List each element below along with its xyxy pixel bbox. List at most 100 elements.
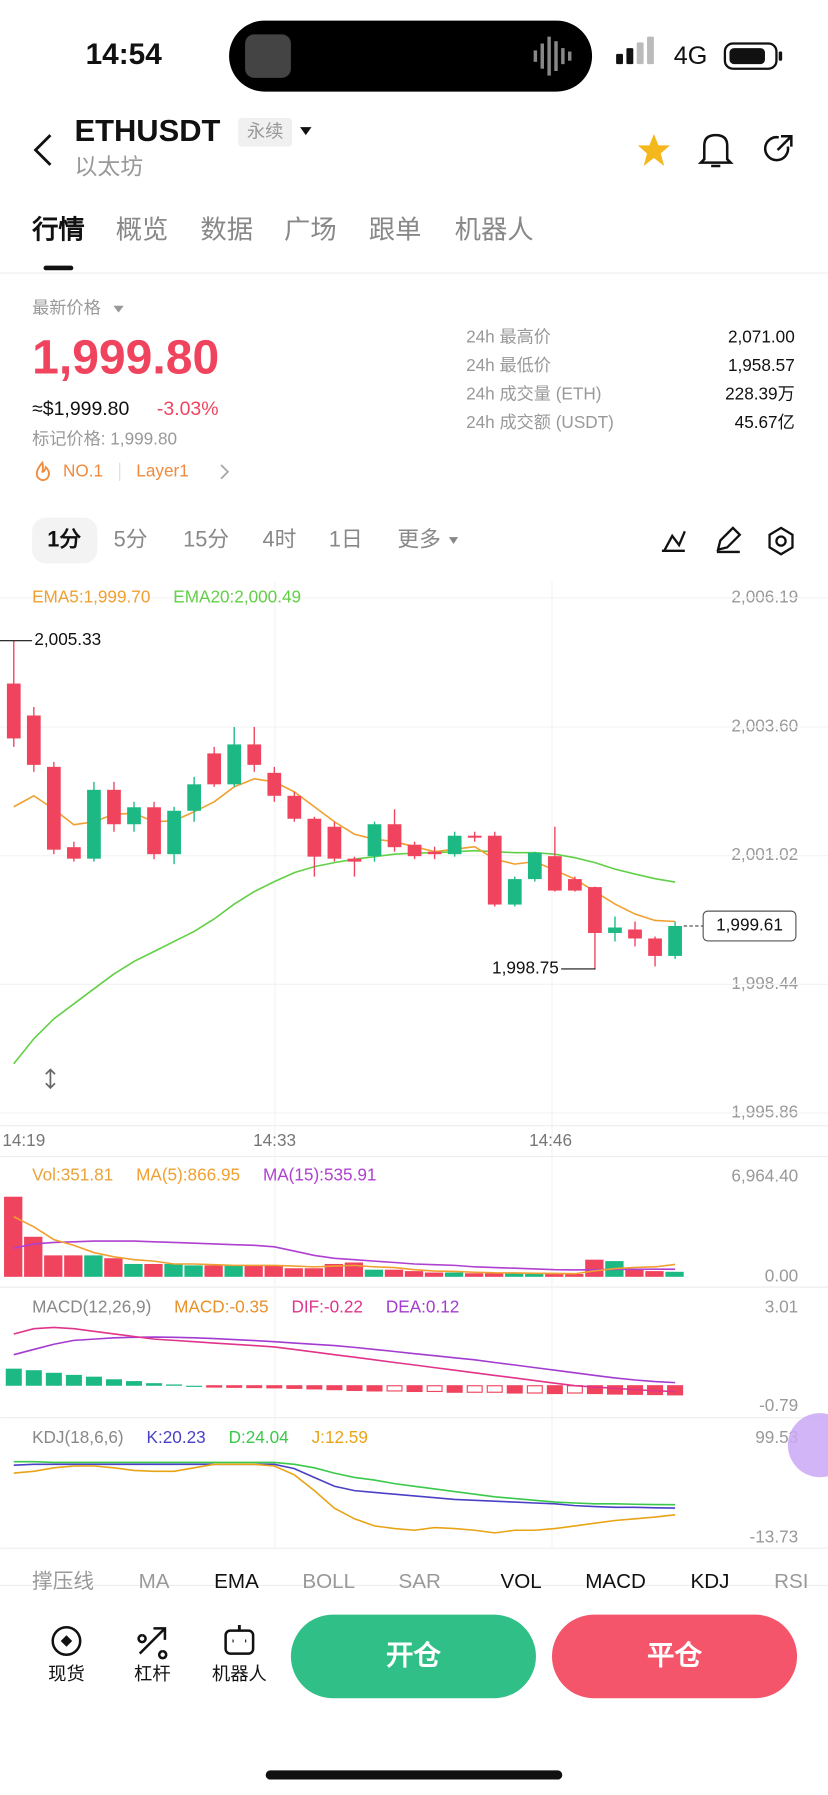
- tab[interactable]: 跟单: [369, 214, 422, 244]
- y-tick-label: 2,003.60: [731, 715, 798, 735]
- symbol[interactable]: ETHUSDT: [74, 113, 220, 148]
- volume-bar: [645, 1271, 664, 1277]
- indicator-button[interactable]: [661, 530, 686, 552]
- tab[interactable]: 概览: [116, 214, 169, 244]
- close-label[interactable]: 平仓: [647, 1639, 702, 1670]
- volume-bar: [665, 1271, 684, 1277]
- indicator-tab[interactable]: 撑压线: [32, 1570, 94, 1593]
- volume-bar: [244, 1265, 263, 1277]
- macd-bar: [586, 1385, 603, 1395]
- settings-button[interactable]: [768, 526, 794, 556]
- indicator-tab[interactable]: KDJ: [691, 1570, 730, 1593]
- macd-bar: [546, 1385, 563, 1395]
- signal-icon: [616, 36, 654, 65]
- volume-bar: [324, 1263, 344, 1277]
- volume-bar: [164, 1263, 183, 1277]
- candle-body: [447, 835, 462, 855]
- y-tick-label: 0.00: [765, 1265, 798, 1285]
- indicator-tab[interactable]: MA: [139, 1570, 170, 1593]
- tab[interactable]: 广场: [284, 214, 337, 244]
- candle-body: [407, 844, 422, 857]
- more-dropdown[interactable]: [448, 537, 459, 544]
- sector[interactable]: Layer1: [136, 460, 188, 480]
- volume-ma5-line: [13, 1215, 676, 1275]
- leverage[interactable]: 杠杆: [134, 1663, 171, 1684]
- legend-item: MA(5):866.95: [136, 1165, 240, 1185]
- macd-bar: [346, 1385, 363, 1391]
- candle-body: [6, 683, 21, 739]
- draw-button[interactable]: [716, 526, 742, 554]
- price-label-dropdown[interactable]: [113, 305, 124, 313]
- macd-bar: [226, 1385, 243, 1388]
- macd-bar: [146, 1383, 163, 1386]
- legend-item: MACD(12,26,9): [32, 1296, 151, 1316]
- tab[interactable]: 数据: [200, 214, 253, 244]
- share-button[interactable]: [763, 135, 793, 162]
- back-button[interactable]: [33, 134, 52, 166]
- volume-ma15-line: [13, 1240, 676, 1271]
- rank-divider: [119, 462, 121, 481]
- macd-bar: [25, 1370, 42, 1386]
- interval[interactable]: 5分: [114, 526, 148, 551]
- open-button[interactable]: [290, 1614, 536, 1699]
- candle-body: [307, 818, 322, 857]
- leverage-icon[interactable]: [137, 1627, 168, 1660]
- tab[interactable]: 行情: [31, 214, 85, 244]
- volume-bar: [484, 1273, 504, 1277]
- interval[interactable]: 更多: [397, 526, 440, 551]
- interval[interactable]: 15分: [183, 526, 229, 551]
- favorite-star[interactable]: [637, 133, 670, 167]
- indicator-tab[interactable]: VOL: [500, 1570, 541, 1593]
- volume-bar: [124, 1263, 143, 1277]
- legend-item: J:12.59: [312, 1427, 368, 1447]
- spot[interactable]: 现货: [48, 1663, 85, 1684]
- low-marker-label: 1,998.75: [492, 957, 559, 977]
- alert-bell[interactable]: [697, 133, 734, 168]
- floating-assistant[interactable]: [787, 1413, 828, 1478]
- high-marker-label: 2,005.33: [34, 629, 101, 649]
- volume-bar: [505, 1273, 524, 1277]
- legend-item: EMA20:2,000.49: [173, 586, 301, 606]
- rank[interactable]: NO.1: [63, 460, 103, 480]
- volume-bar: [364, 1269, 384, 1277]
- close-button[interactable]: [551, 1614, 798, 1699]
- tab[interactable]: 机器人: [455, 214, 534, 244]
- indicator-tab[interactable]: RSI: [774, 1570, 808, 1593]
- macd-bar: [166, 1384, 183, 1386]
- indicator-tab[interactable]: MACD: [585, 1570, 646, 1593]
- indicator-tab[interactable]: BOLL: [302, 1570, 355, 1593]
- interval[interactable]: 1日: [329, 526, 363, 551]
- macd-bar: [366, 1385, 383, 1392]
- candle-body: [127, 807, 141, 825]
- ema5-line: [13, 777, 676, 923]
- y-tick-label: 2,001.02: [731, 844, 798, 864]
- network: 4G: [674, 42, 708, 70]
- volume-bar: [204, 1265, 223, 1277]
- x-tick-label: 14:46: [529, 1130, 572, 1150]
- candle-body: [668, 926, 682, 956]
- candle-body: [227, 744, 242, 785]
- x-tick-label: 14:19: [2, 1130, 45, 1150]
- legend-item: MA(15):535.91: [263, 1165, 376, 1185]
- bot[interactable]: 机器人: [212, 1663, 267, 1684]
- volume-bar: [384, 1269, 404, 1277]
- macd-bar: [406, 1385, 423, 1393]
- sector-arrow[interactable]: [220, 464, 230, 480]
- indicator-tab[interactable]: SAR: [399, 1570, 441, 1593]
- spot-icon[interactable]: [51, 1625, 82, 1656]
- interval[interactable]: 1分: [47, 526, 81, 551]
- resize-handle[interactable]: [45, 1068, 56, 1090]
- stat-label: 24h 成交量 (ETH): [466, 384, 601, 404]
- last-price-box: [702, 910, 797, 942]
- open-label[interactable]: 开仓: [386, 1639, 441, 1670]
- ema20-line: [13, 849, 676, 1065]
- interval[interactable]: 4时: [263, 526, 297, 551]
- symbol-dropdown[interactable]: [300, 127, 312, 136]
- macd-bar: [186, 1385, 203, 1387]
- stat-value: 1,958.57: [728, 355, 795, 375]
- indicator-tab[interactable]: EMA: [214, 1570, 259, 1593]
- y-tick-label: 6,964.40: [731, 1166, 798, 1186]
- volume-bar: [4, 1196, 23, 1277]
- legend-item: MACD:-0.35: [174, 1296, 268, 1316]
